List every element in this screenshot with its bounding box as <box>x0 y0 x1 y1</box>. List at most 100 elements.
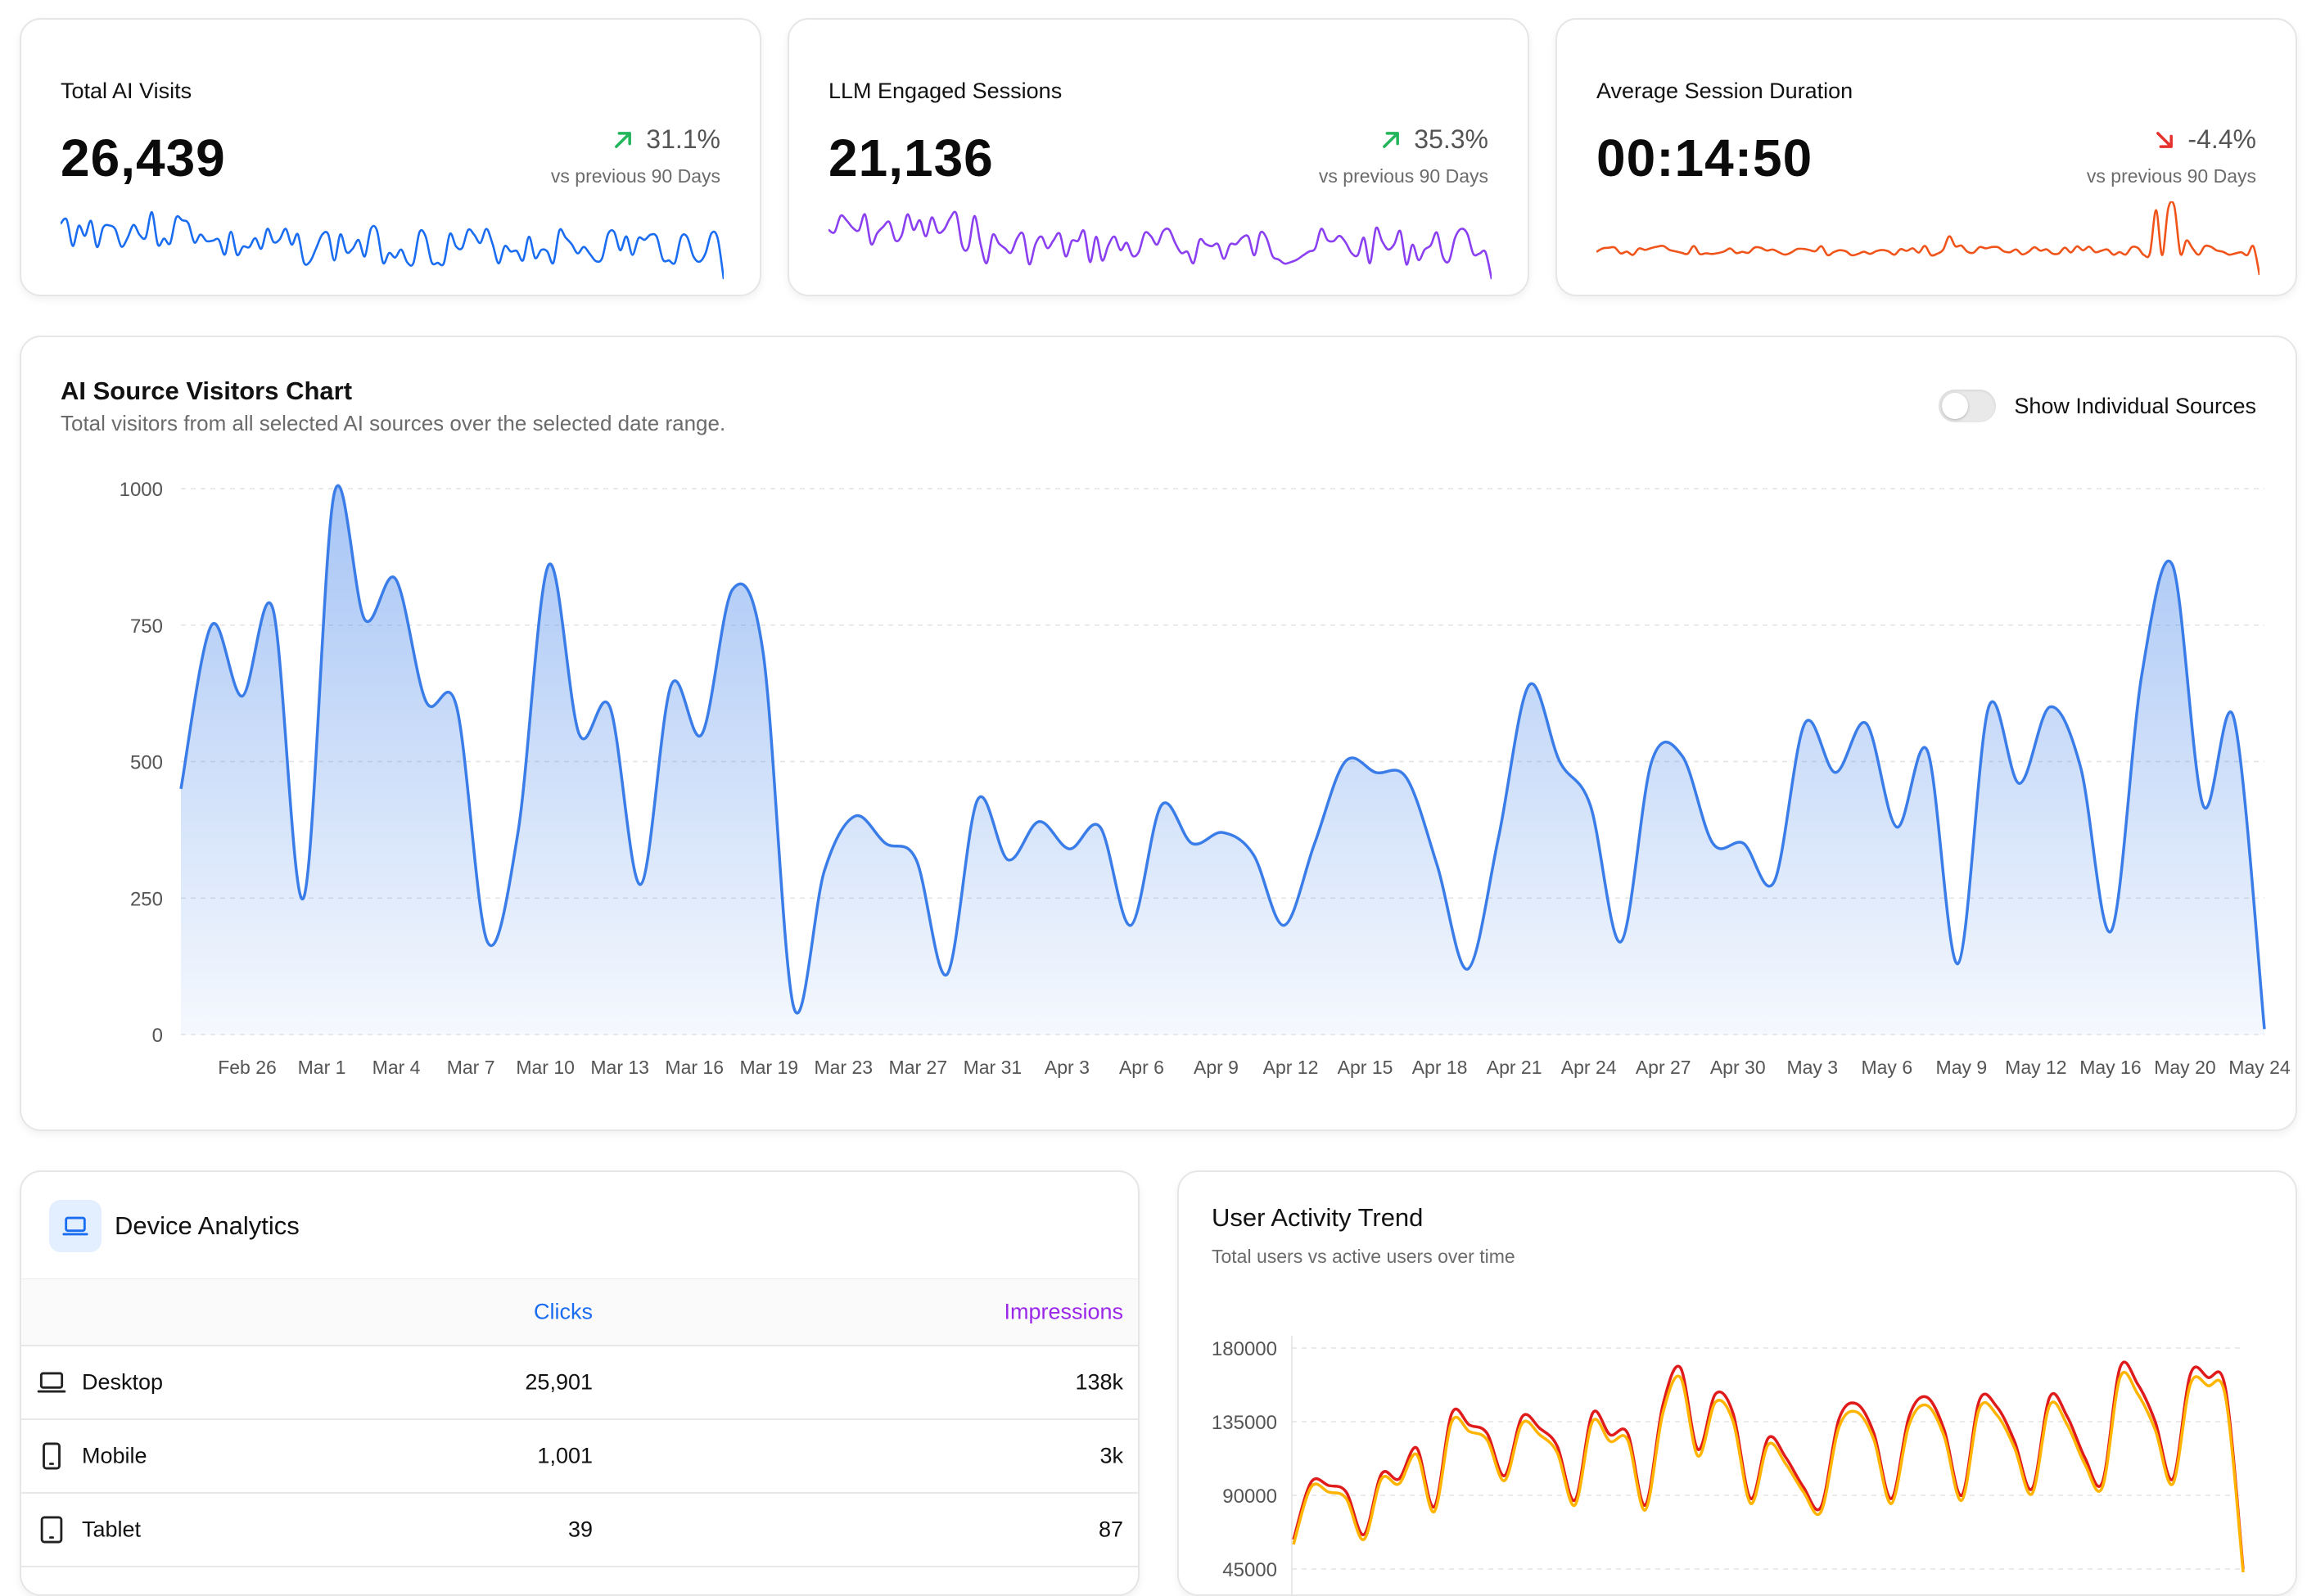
y-tick-label: 90000 <box>1222 1486 1277 1508</box>
y-tick-label: 45000 <box>1222 1559 1277 1581</box>
chart-title: AI Source Visitors Chart <box>61 376 353 405</box>
kpi-title: Average Session Duration <box>1596 79 1853 103</box>
laptop-icon <box>49 1200 102 1252</box>
device-impressions: 138k <box>1075 1369 1123 1395</box>
x-tick-label: Mar 7 <box>447 1057 495 1078</box>
x-tick-label: Apr 15 <box>1338 1057 1393 1078</box>
kpi-delta: -4.4% <box>2153 124 2256 155</box>
kpi-card-ai-visits: Total AI Visits 26,439 31.1% vs previous… <box>20 18 761 296</box>
phone-icon <box>43 1442 61 1470</box>
x-tick-label: May 3 <box>1786 1057 1838 1078</box>
device-analytics-card: Device Analytics Clicks Impressions Desk… <box>20 1170 1140 1596</box>
sparkline <box>61 210 724 280</box>
device-table: Clicks Impressions Desktop 25,901 138k M… <box>21 1278 1138 1567</box>
x-tick-label: Mar 16 <box>665 1057 724 1078</box>
device-name: Tablet <box>82 1517 142 1542</box>
show-individual-sources-toggle[interactable] <box>1939 390 1997 422</box>
sparkline-path <box>61 210 724 280</box>
y-tick-label: 1000 <box>120 479 163 501</box>
sparkline <box>1596 201 2260 276</box>
y-tick-label: 0 <box>152 1025 163 1047</box>
x-tick-label: Apr 12 <box>1263 1057 1319 1078</box>
x-tick-label: Mar 13 <box>590 1057 649 1078</box>
kpi-card-llm-sessions: LLM Engaged Sessions 21,136 35.3% vs pre… <box>788 18 1529 296</box>
device-analytics-title: Device Analytics <box>115 1211 300 1240</box>
kpi-value: 21,136 <box>828 128 994 187</box>
kpi-card-session-duration: Average Session Duration 00:14:50 -4.4% … <box>1555 18 2297 296</box>
arrow-up-right-icon <box>1383 131 1400 148</box>
active-users-line <box>1292 1370 2245 1573</box>
arrow-down-right-icon <box>2156 131 2174 148</box>
kpi-delta-value: 35.3% <box>1414 124 1488 154</box>
toggle-label: Show Individual Sources <box>2014 393 2256 418</box>
user-activity-card: 45000 90000 135000 180000 User Activity Tre… <box>1177 1170 2297 1596</box>
activity-title: User Activity Trend <box>1212 1203 1424 1232</box>
arrow-up-right-icon <box>615 131 632 148</box>
kpi-title: LLM Engaged Sessions <box>828 79 1063 103</box>
x-tick-label: Apr 24 <box>1561 1057 1617 1078</box>
activity-subtitle: Total users vs active users over time <box>1212 1246 1515 1267</box>
x-tick-label: Feb 26 <box>218 1057 277 1078</box>
ai-source-visitors-chart: 0 250 500 750 1000 Feb 26 Mar 1 Mar 4 Mar 7 Mar 1… <box>120 479 2291 1078</box>
x-tick-label: Apr 30 <box>1710 1057 1766 1078</box>
y-tick-label: 500 <box>130 752 163 774</box>
total-users-line <box>1292 1360 2245 1570</box>
x-tick-label: Mar 4 <box>372 1057 421 1078</box>
show-individual-sources-toggle-wrap: Show Individual Sources <box>1939 390 2256 422</box>
x-tick-label: Apr 3 <box>1045 1057 1090 1078</box>
table-row: Mobile 1,001 3k <box>21 1420 1138 1494</box>
device-name: Desktop <box>82 1369 164 1395</box>
kpi-comparison: vs previous 90 Days <box>550 165 720 187</box>
ai-source-visitors-card: 0 250 500 750 1000 Feb 26 Mar 1 Mar 4 Mar 7 Mar 1… <box>20 336 2297 1131</box>
device-name: Mobile <box>82 1443 147 1468</box>
x-tick-label: Mar 19 <box>739 1057 798 1078</box>
x-tick-label: Mar 1 <box>298 1057 346 1078</box>
kpi-comparison: vs previous 90 Days <box>2086 165 2256 187</box>
device-impressions: 87 <box>1098 1517 1123 1542</box>
device-table-header: Clicks Impressions <box>21 1278 1138 1346</box>
series-line <box>179 484 2266 1030</box>
device-impressions: 3k <box>1099 1443 1123 1468</box>
x-tick-label: May 9 <box>1936 1057 1988 1078</box>
x-tick-label: Apr 6 <box>1119 1057 1164 1078</box>
toggle-knob <box>1942 393 1969 419</box>
x-tick-label: Apr 27 <box>1636 1057 1691 1078</box>
x-tick-label: May 20 <box>2154 1057 2215 1078</box>
chart-subtitle: Total visitors from all selected AI sour… <box>61 411 726 435</box>
area-fill <box>181 485 2264 1035</box>
kpi-delta: 31.1% <box>612 124 720 155</box>
kpi-value: 00:14:50 <box>1596 128 1813 187</box>
sparkline-path <box>1596 201 2260 276</box>
x-tick-label: May 16 <box>2079 1057 2141 1078</box>
tablet-icon <box>40 1516 63 1544</box>
table-row: Tablet 39 87 <box>21 1494 1138 1567</box>
x-tick-label: May 24 <box>2228 1057 2291 1078</box>
kpi-value: 26,439 <box>61 128 226 187</box>
x-tick-label: Apr 21 <box>1487 1057 1542 1078</box>
device-clicks: 1,001 <box>537 1443 593 1468</box>
x-tick-label: Mar 31 <box>964 1057 1023 1078</box>
kpi-title: Total AI Visits <box>61 79 192 103</box>
device-clicks: 25,901 <box>525 1369 593 1395</box>
laptop-icon <box>37 1372 66 1393</box>
sparkline <box>828 210 1492 280</box>
kpi-delta-value: 31.1% <box>646 124 720 154</box>
y-tick-label: 750 <box>130 615 163 638</box>
user-activity-chart: 45000 90000 135000 180000 <box>1212 1336 2245 1594</box>
y-tick-label: 250 <box>130 888 163 910</box>
x-tick-label: Mar 27 <box>889 1057 948 1078</box>
kpi-delta: 35.3% <box>1379 124 1488 155</box>
table-row: Desktop 25,901 138k <box>21 1346 1138 1420</box>
sparkline-path <box>828 210 1492 280</box>
x-tick-label: May 6 <box>1861 1057 1912 1078</box>
x-tick-label: Apr 18 <box>1412 1057 1468 1078</box>
device-clicks: 39 <box>567 1517 593 1542</box>
kpi-delta-value: -4.4% <box>2187 124 2256 154</box>
x-tick-label: Mar 23 <box>814 1057 873 1078</box>
clicks-column-header[interactable]: Clicks <box>534 1299 593 1324</box>
y-tick-label: 180000 <box>1212 1338 1277 1360</box>
y-tick-label: 135000 <box>1212 1412 1277 1434</box>
device-analytics-header: Device Analytics <box>49 1200 300 1252</box>
impressions-column-header[interactable]: Impressions <box>1004 1299 1123 1324</box>
x-tick-label: May 12 <box>2005 1057 2066 1078</box>
